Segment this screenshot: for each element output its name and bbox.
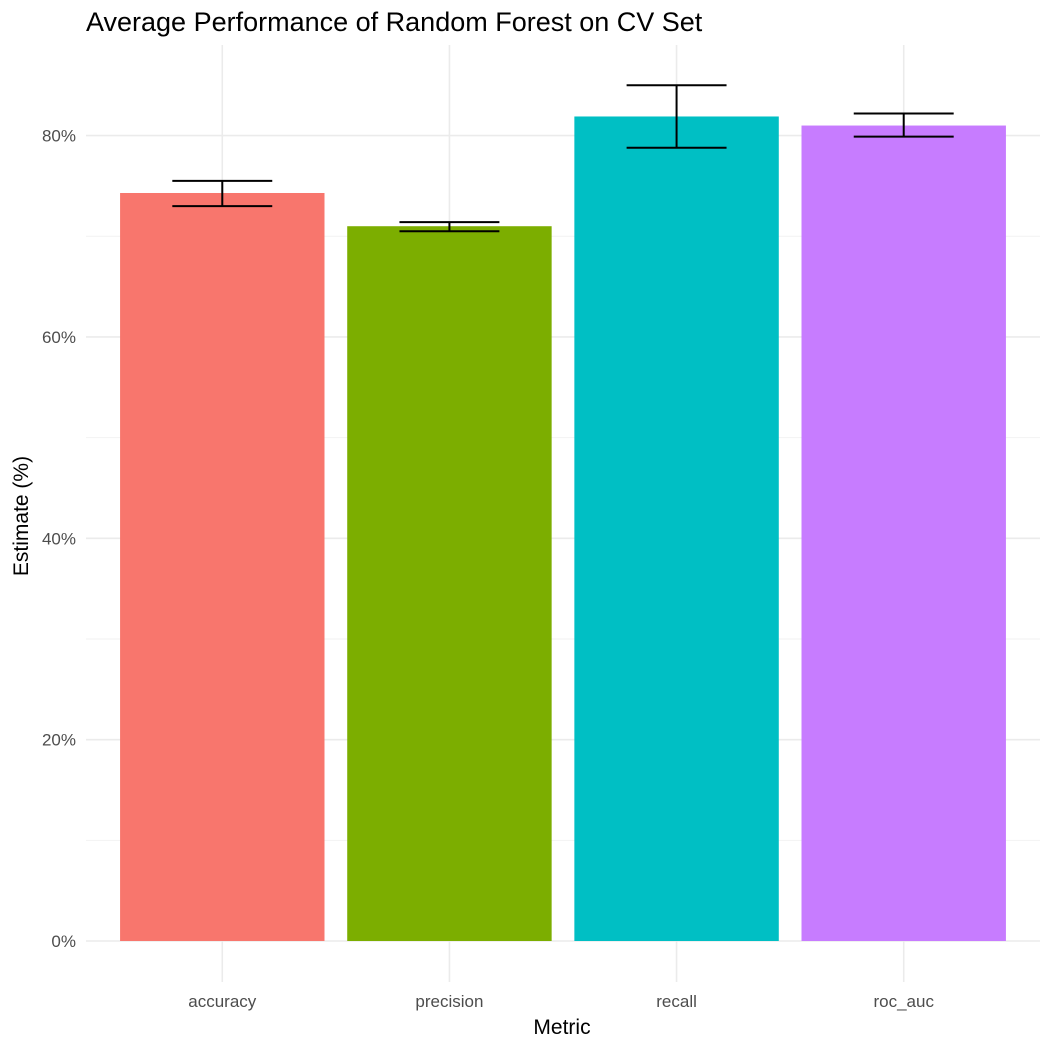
y-tick-labels: 0% 20% 40% 60% 80% [42,127,76,951]
chart-title: Average Performance of Random Forest on … [86,7,703,37]
bar-accuracy [120,192,325,941]
x-tick-label: roc_auc [873,992,934,1011]
error-bar-roc_auc [853,112,954,138]
bars-layer [120,116,1006,942]
x-tick-labels: accuracy precision recall roc_auc [188,992,934,1011]
bar-recall [574,116,779,942]
y-tick-label: 80% [42,127,76,146]
x-tick-label: accuracy [188,992,257,1011]
x-tick-label: precision [415,992,483,1011]
y-tick-label: 60% [42,328,76,347]
bar-roc_auc [801,125,1006,942]
x-axis-label: Metric [533,1016,590,1039]
error-bars-layer [172,84,954,233]
y-tick-label: 0% [51,932,76,951]
error-bar-accuracy [172,179,273,208]
error-bar-recall [626,84,727,149]
bar-precision [347,226,552,941]
x-tick-label: recall [656,992,697,1011]
y-tick-label: 40% [42,529,76,548]
error-bar-precision [399,221,500,233]
y-axis-label: Estimate (%) [10,456,33,576]
y-tick-label: 20% [42,731,76,750]
